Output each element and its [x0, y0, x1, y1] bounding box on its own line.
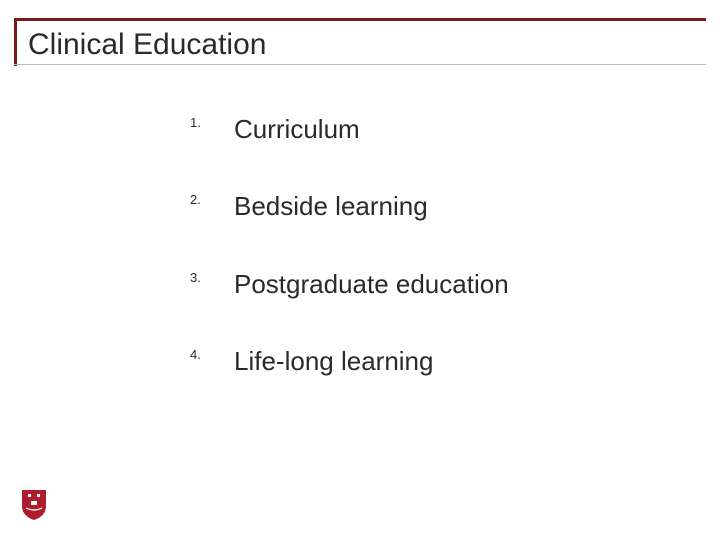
list-text: Postgraduate education	[234, 260, 610, 309]
list-item: 1. Curriculum	[190, 105, 610, 154]
list-text: Bedside learning	[234, 182, 610, 231]
shield-logo-icon	[20, 488, 48, 522]
list-item: 3. Postgraduate education	[190, 260, 610, 309]
list-number: 4.	[190, 337, 234, 362]
list-text: Life-long learning	[234, 337, 610, 386]
list-text: Curriculum	[234, 105, 610, 154]
list-item: 2. Bedside learning	[190, 182, 610, 231]
slide-title: Clinical Education	[28, 28, 276, 62]
title-underline	[14, 64, 706, 65]
list-number: 3.	[190, 260, 234, 285]
list-item: 4. Life-long learning	[190, 337, 610, 386]
list-number: 2.	[190, 182, 234, 207]
numbered-list: 1. Curriculum 2. Bedside learning 3. Pos…	[190, 105, 610, 415]
list-number: 1.	[190, 105, 234, 130]
